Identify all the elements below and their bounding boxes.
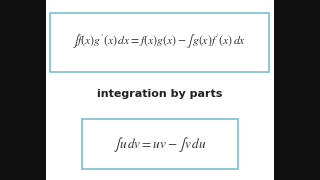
Text: integration by parts: integration by parts [97, 89, 222, 99]
Text: $\int u\,dv = uv - \int v\,du$: $\int u\,dv = uv - \int v\,du$ [113, 135, 206, 154]
FancyBboxPatch shape [50, 13, 269, 72]
FancyBboxPatch shape [46, 0, 274, 180]
FancyBboxPatch shape [82, 119, 238, 169]
Text: $\int f(x)g'(x)\,dx = f(x)g(x) - \int g(x)f'(x)\,dx$: $\int f(x)g'(x)\,dx = f(x)g(x) - \int g(… [72, 33, 246, 51]
